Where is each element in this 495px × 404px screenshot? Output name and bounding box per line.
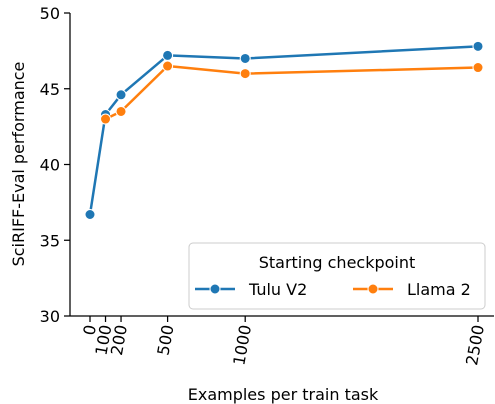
- y-tick-label: 30: [40, 307, 60, 326]
- x-tick-label: 500: [154, 323, 178, 356]
- y-tick-label: 35: [40, 231, 60, 250]
- legend-swatch-marker: [367, 283, 379, 295]
- x-tick-label: 1000: [229, 323, 255, 366]
- series-layer: [84, 40, 484, 220]
- data-point: [162, 60, 174, 72]
- x-axis-label: Examples per train task: [188, 385, 379, 404]
- data-point: [162, 49, 174, 61]
- legend-entry-tulu-v2: Tulu V2: [195, 280, 307, 299]
- legend-frame: [188, 242, 486, 310]
- data-point: [100, 113, 112, 125]
- series-line: [88, 45, 479, 215]
- legend: Starting checkpoint Tulu V2 Llama 2: [188, 242, 486, 310]
- data-point: [84, 208, 96, 220]
- legend-entry-llama-2: Llama 2: [353, 280, 471, 299]
- legend-swatch-marker: [209, 283, 221, 295]
- x-tick-label: 200: [107, 323, 131, 356]
- x-tick-label: 2500: [462, 323, 488, 366]
- data-point: [239, 68, 251, 80]
- series-line: [104, 64, 479, 121]
- data-point: [472, 40, 484, 52]
- data-point: [472, 62, 484, 74]
- x-tick-label: 0: [79, 323, 99, 336]
- y-ticks: 30 35 40 45 50: [40, 4, 70, 326]
- data-point: [115, 89, 127, 101]
- y-tick-label: 50: [40, 4, 60, 23]
- y-tick-label: 45: [40, 80, 60, 99]
- y-tick-label: 40: [40, 156, 60, 175]
- y-axis-label: SciRIFF-Eval performance: [9, 62, 28, 267]
- data-point: [115, 105, 127, 117]
- data-point: [239, 52, 251, 64]
- legend-title: Starting checkpoint: [259, 253, 416, 272]
- legend-label-llama-2: Llama 2: [407, 280, 471, 299]
- legend-label-tulu-v2: Tulu V2: [248, 280, 307, 299]
